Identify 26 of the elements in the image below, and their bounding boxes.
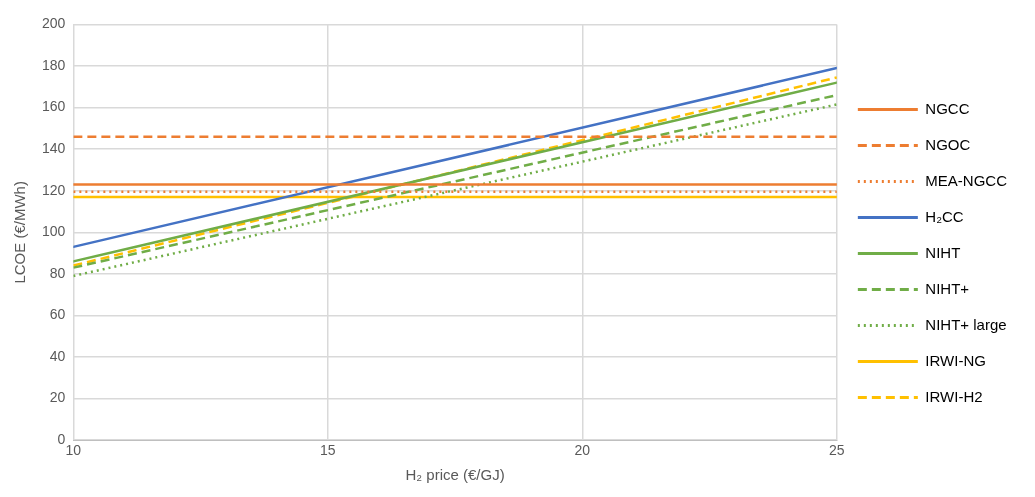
- y-tick-label: 40: [49, 347, 66, 364]
- y-tick-label: 100: [42, 223, 66, 240]
- x-tick-label: 10: [65, 442, 82, 459]
- legend-label: NIHT+: [925, 279, 970, 297]
- x-axis-title: H₂ price (€/GJ): [405, 466, 505, 484]
- y-tick-label: 160: [42, 98, 66, 115]
- legend-label: H₂CC: [925, 207, 964, 225]
- y-tick-label: 140: [42, 140, 66, 156]
- x-tick-label: 25: [829, 442, 845, 459]
- y-tick-label: 20: [49, 389, 66, 406]
- y-tick-label: 60: [49, 306, 66, 323]
- legend-label: NGCC: [925, 99, 970, 117]
- x-tick-label: 20: [574, 442, 591, 459]
- y-axis-title: LCOE (€/MWh): [11, 181, 29, 284]
- y-tick-label: 120: [42, 181, 66, 198]
- legend-label: NIHT+ large: [925, 315, 1007, 333]
- legend-label: IRWI-H2: [925, 387, 983, 405]
- legend-label: IRWI-NG: [925, 351, 986, 369]
- x-tick-label: 15: [320, 442, 336, 459]
- legend-label: MEA-NGCC: [925, 171, 1008, 189]
- y-tick-label: 80: [49, 264, 66, 281]
- legend-label: NIHT: [925, 243, 961, 261]
- y-tick-label: 0: [57, 431, 66, 448]
- y-tick-label: 200: [42, 15, 66, 32]
- legend-label: NGOC: [925, 135, 971, 153]
- y-tick-label: 180: [42, 56, 66, 73]
